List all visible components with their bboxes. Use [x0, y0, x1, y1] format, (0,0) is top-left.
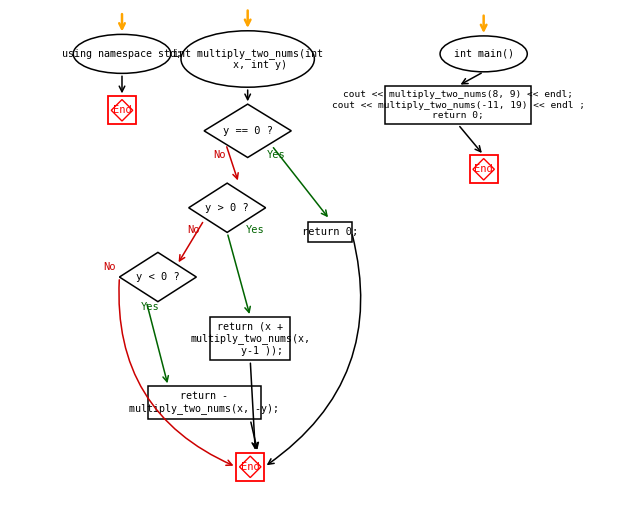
Bar [108, 96, 136, 124]
Text: return (x +
multiply_two_nums(x,
    y-1 ));: return (x + multiply_two_nums(x, y-1 )); [190, 322, 311, 356]
Text: y > 0 ?: y > 0 ? [205, 203, 249, 213]
Text: End: End [474, 164, 493, 174]
Text: return 0;: return 0; [302, 227, 358, 237]
Text: No: No [188, 225, 200, 235]
Text: cout << multiply_two_nums(8, 9) << endl;
cout << multiply_two_nums(-11, 19) << e: cout << multiply_two_nums(8, 9) << endl;… [332, 90, 585, 120]
Text: Yes: Yes [266, 150, 285, 160]
Text: int multiply_two_nums(int
    x, int y): int multiply_two_nums(int x, int y) [173, 48, 323, 70]
Bar [236, 453, 265, 481]
Text: End: End [241, 462, 259, 472]
Text: return -
multiply_two_nums(x, -y);: return - multiply_two_nums(x, -y); [129, 391, 279, 414]
Bar [308, 222, 351, 242]
Text: using namespace std;: using namespace std; [62, 49, 182, 59]
Text: End: End [112, 105, 132, 115]
Bar [210, 317, 290, 360]
Text: y < 0 ?: y < 0 ? [136, 272, 180, 282]
Text: No: No [103, 262, 116, 272]
Text: Yes: Yes [141, 302, 160, 312]
Bar [385, 86, 531, 124]
Text: y == 0 ?: y == 0 ? [222, 126, 273, 136]
Bar [470, 155, 498, 184]
Text: No: No [213, 150, 226, 160]
Text: Yes: Yes [246, 225, 265, 235]
Text: int main(): int main() [454, 49, 514, 59]
Bar [148, 386, 261, 420]
